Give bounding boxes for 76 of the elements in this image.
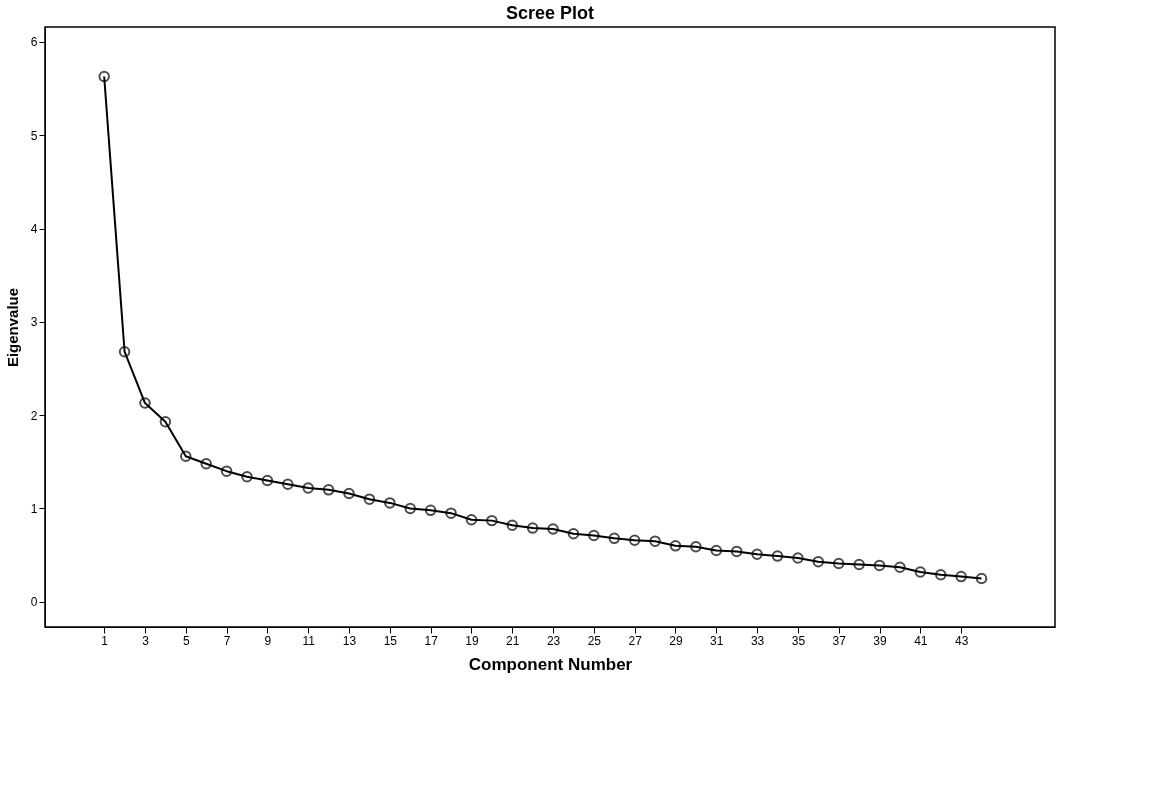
point: [424, 504, 437, 517]
point: [465, 513, 478, 526]
point: [241, 471, 253, 483]
x-tick-label: 9: [264, 633, 272, 648]
point: [282, 478, 294, 490]
point: [628, 534, 641, 546]
x-tick-label: 21: [506, 633, 520, 648]
point: [302, 482, 314, 494]
y-tick-label: 0: [30, 595, 38, 610]
y-axis-title: Eigenvalue: [3, 287, 21, 368]
point: [139, 397, 151, 409]
point: [384, 497, 396, 509]
point: [220, 465, 233, 477]
point: [934, 569, 947, 581]
x-tick-label: 15: [383, 633, 398, 648]
x-tick-label: 7: [223, 633, 231, 648]
x-tick-label: 5: [182, 633, 190, 648]
y-tick-label: 3: [30, 315, 38, 330]
point: [710, 544, 723, 557]
x-axis-title: Component Number: [468, 654, 633, 674]
x-tick-label: 27: [628, 633, 643, 648]
x-tick-label: 35: [791, 633, 806, 648]
point: [914, 566, 927, 578]
x-tick-label: 17: [424, 633, 439, 648]
point: [261, 474, 274, 487]
point: [608, 532, 621, 545]
point: [730, 545, 743, 558]
y-tick-label: 5: [30, 128, 38, 143]
y-tick-label: 2: [30, 408, 38, 423]
point: [812, 555, 825, 568]
x-tick-label: 33: [750, 633, 765, 648]
x-tick-label: 39: [873, 633, 888, 648]
point: [343, 487, 355, 500]
point: [547, 523, 559, 535]
point: [669, 540, 682, 552]
point: [955, 570, 967, 583]
point: [649, 535, 661, 547]
point: [180, 450, 192, 462]
point: [588, 529, 600, 542]
x-tick-label: 37: [832, 633, 847, 648]
x-tick-label: 25: [587, 633, 602, 648]
point: [98, 70, 110, 83]
x-tick-label: 13: [342, 633, 357, 648]
point: [200, 457, 212, 470]
point: [526, 522, 539, 534]
y-tick-label: 6: [30, 35, 38, 50]
point: [404, 502, 416, 515]
point: [873, 559, 886, 572]
point: [894, 561, 906, 574]
x-tick-label: 1: [101, 633, 109, 648]
point: [506, 519, 518, 532]
point: [322, 484, 335, 496]
point: [567, 527, 580, 540]
x-tick-label: 11: [302, 633, 316, 648]
x-tick-label: 29: [669, 633, 683, 648]
x-tick-label: 31: [710, 633, 724, 648]
point: [690, 541, 702, 553]
point: [853, 558, 865, 571]
point: [445, 507, 457, 519]
point: [975, 572, 988, 585]
y-tick-label: 4: [30, 222, 38, 237]
x-tick-label: 3: [142, 633, 150, 648]
point: [363, 493, 376, 505]
point: [159, 415, 172, 428]
point: [751, 548, 763, 560]
y-tick-label: 1: [30, 501, 38, 516]
chart-title: Scree Plot: [505, 3, 595, 23]
point: [771, 550, 784, 562]
x-tick-label: 19: [465, 633, 479, 648]
point: [832, 557, 845, 570]
point: [792, 552, 804, 564]
x-tick-label: 23: [546, 633, 561, 648]
x-tick-label: 41: [914, 633, 928, 648]
x-tick-label: 43: [954, 633, 969, 648]
point: [118, 345, 131, 358]
point: [486, 514, 498, 527]
